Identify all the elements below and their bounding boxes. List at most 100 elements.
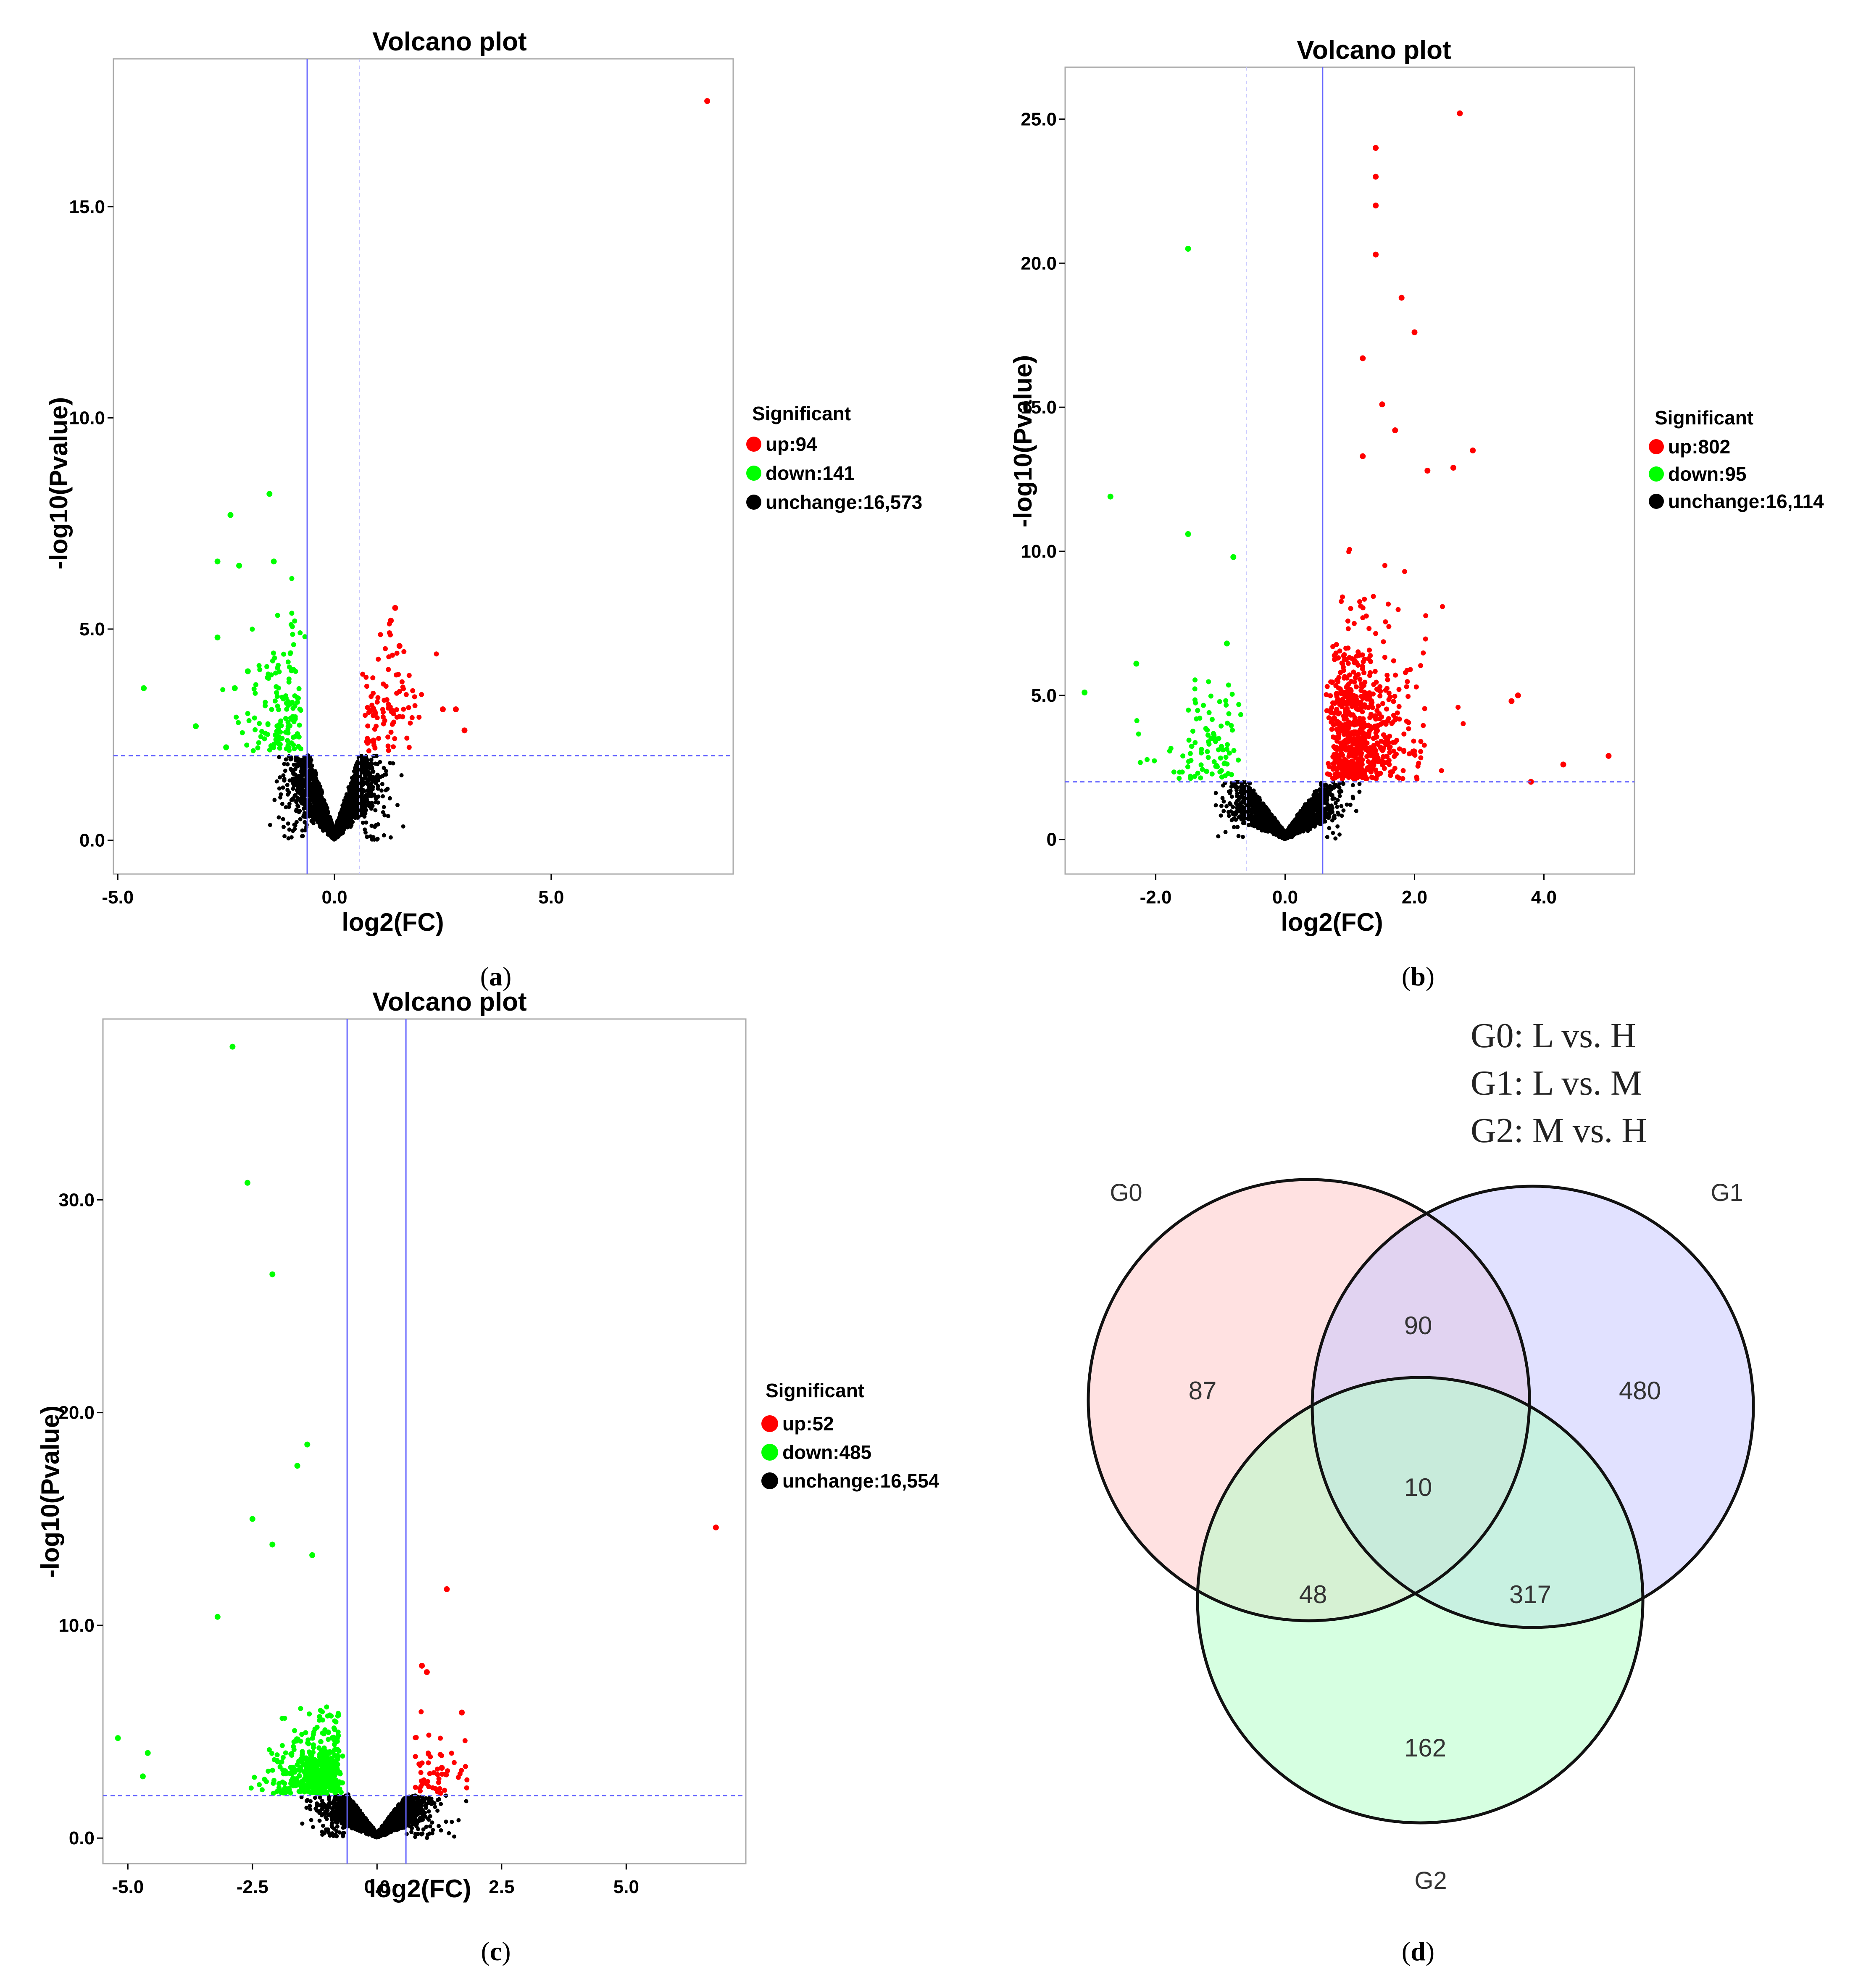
unchange-points-a: [268, 753, 405, 842]
legend-unchange-a: unchange:16,573: [766, 491, 922, 513]
down-outlier-b: [1230, 554, 1237, 560]
up-outlier-a: [396, 643, 403, 649]
up-outlier-a: [440, 706, 446, 712]
legend-up-c: up:52: [782, 1413, 834, 1435]
y-tick-label-a: 15.0: [69, 197, 105, 217]
y-tick-label-c: 0.0: [69, 1828, 95, 1848]
down-outlier-a: [232, 685, 238, 691]
legend-down-marker-b: [1649, 466, 1664, 482]
up-points-a: [360, 98, 711, 753]
down-outlier-c: [115, 1735, 121, 1741]
y-tick-label-b: 15.0: [1021, 397, 1057, 418]
legend-a: Significant up:94 down:141 unchange:16,5…: [746, 403, 922, 513]
up-outlier-b: [1360, 355, 1366, 361]
down-outlier-c: [304, 1441, 311, 1448]
venn-region-all: 10: [1404, 1473, 1432, 1501]
y-tick-label-c: 20.0: [58, 1403, 95, 1423]
legend-up-a: up:94: [766, 433, 817, 455]
legend-up-marker-b: [1649, 439, 1664, 454]
y-tick-label-a: 10.0: [69, 408, 105, 428]
down-outlier-a: [236, 563, 242, 569]
up-outlier-b: [1373, 145, 1379, 151]
down-outlier-a: [266, 491, 273, 497]
x-tick-label-b: 0.0: [1272, 887, 1298, 908]
plot-frame-c: [102, 1018, 747, 1864]
y-tick-label-a: 0.0: [79, 830, 105, 851]
legend-unchange-c: unchange:16,554: [782, 1470, 940, 1492]
up-outlier-a: [453, 706, 459, 712]
up-outlier-b: [1373, 203, 1379, 209]
legend-down-marker-a: [746, 466, 761, 481]
down-outlier-b: [1082, 690, 1088, 695]
comparison-g1: G1: L vs. M: [1471, 1064, 1642, 1103]
down-outlier-c: [139, 1773, 146, 1780]
y-tick-label-b: 25.0: [1021, 109, 1057, 129]
y-axis-label-a: -log10(Pvalue): [45, 397, 73, 569]
plot-area-b: -2.0 0.0 2.0 4.0 0 5.0 10.0 15.0 20.0 25.0: [1021, 66, 1635, 908]
panel-label-c: (c): [481, 1936, 511, 1966]
legend-down-b: down:95: [1668, 463, 1747, 485]
legend-c: Significant up:52 down:485 unchange:16,5…: [761, 1380, 940, 1492]
x-tick-label-b: 4.0: [1531, 887, 1557, 908]
x-tick-label-a: 0.0: [321, 887, 347, 908]
venn-region-g0-g2: 48: [1299, 1580, 1327, 1609]
plot-area-c: -5.0 -2.5 0.0 2.5 5.0 0.0 10.0 20.0 30.0: [58, 1018, 747, 1897]
panel-b: Volcano plot -2.0 0.0 2.0 4.0 0 5.0 10.0 15.0 20…: [1009, 36, 1824, 991]
up-outlier-b: [1508, 698, 1515, 704]
comparison-g0: G0: L vs. H: [1471, 1016, 1636, 1055]
legend-unchange-marker-a: [746, 495, 761, 510]
panel-label-b: (b): [1402, 961, 1434, 991]
legend-down-a: down:141: [766, 462, 855, 484]
plot-title-c: Volcano plot: [372, 987, 526, 1016]
up-outlier-a: [388, 617, 394, 624]
plot-title-a: Volcano plot: [372, 27, 526, 56]
legend-title-a: Significant: [752, 403, 851, 424]
up-outlier-b: [1605, 753, 1612, 759]
down-outlier-c: [145, 1750, 151, 1756]
down-outlier-b: [1224, 640, 1230, 647]
panel-label-a: (a): [480, 961, 512, 991]
up-outlier-b: [1360, 453, 1366, 459]
up-outlier-c: [713, 1525, 719, 1531]
down-points-a: [141, 491, 308, 753]
down-outlier-b: [1133, 661, 1140, 667]
up-outlier-c: [419, 1663, 425, 1669]
up-outlier-b: [1379, 401, 1385, 408]
down-outlier-a: [271, 558, 277, 565]
y-axis-label-c: -log10(Pvalue): [36, 1406, 64, 1578]
y-tick-label-b: 10.0: [1021, 541, 1057, 562]
up-outlier-b: [1398, 295, 1405, 301]
up-outlier-b: [1392, 427, 1398, 433]
up-outlier-b: [1424, 468, 1431, 474]
down-outlier-a: [214, 558, 221, 565]
down-outlier-a: [227, 512, 234, 518]
legend-up-b: up:802: [1668, 436, 1730, 458]
legend-up-marker-c: [761, 1415, 778, 1432]
legend-down-c: down:485: [782, 1441, 871, 1463]
down-outlier-c: [245, 1180, 250, 1186]
up-outlier-b: [1373, 174, 1379, 180]
down-outlier-c: [229, 1043, 236, 1050]
down-outlier-c: [294, 1463, 300, 1469]
up-outlier-b: [1450, 465, 1456, 471]
venn-region-g2-only: 162: [1404, 1734, 1446, 1762]
up-outlier-c: [459, 1709, 465, 1716]
up-outlier-b: [1457, 110, 1463, 116]
x-axis-label-b: log2(FC): [1281, 908, 1383, 936]
legend-unchange-b: unchange:16,114: [1668, 490, 1824, 512]
legend-down-marker-c: [761, 1444, 778, 1461]
venn-set-label-g2: G2: [1414, 1867, 1447, 1894]
panel-label-d: (d): [1402, 1936, 1434, 1966]
x-axis-label-c: log2(FC): [369, 1875, 471, 1903]
x-tick-label-c: 2.5: [489, 1877, 514, 1897]
down-outlier-b: [1185, 531, 1191, 537]
x-axis-label-a: log2(FC): [342, 908, 444, 936]
comparison-g2: G2: M vs. H: [1471, 1111, 1647, 1150]
up-outlier-b: [1560, 761, 1566, 768]
x-tick-label-a: -5.0: [102, 887, 134, 908]
up-outlier-a: [392, 605, 398, 611]
up-outlier-b: [1411, 329, 1418, 335]
panel-d: G0: L vs. H G1: L vs. M G2: M vs. H G0 G…: [1087, 1016, 1755, 1966]
up-outlier-a: [461, 727, 468, 734]
